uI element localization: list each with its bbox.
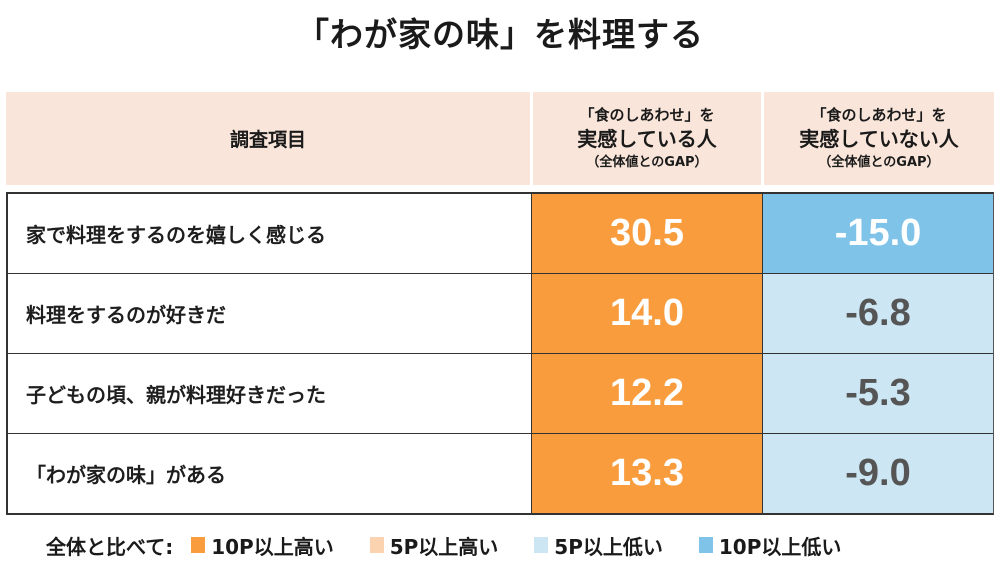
gap-table: 調査項目 「食のしあわせ」を 実感している人 （全体値とのGAP） 「食のしあわ… — [6, 92, 994, 515]
legend-item-high5: 5P以上高い — [369, 531, 499, 560]
legend-item-low10: 10P以上低い — [698, 531, 842, 560]
table-body: 家で料理をするのを嬉しく感じる 30.5 -15.0 料理をするのが好きだ 14… — [6, 192, 994, 515]
legend-label: 5P以上高い — [389, 534, 499, 559]
page-title: 「わが家の味」を料理する — [296, 15, 704, 54]
table-row: 家で料理をするのを嬉しく感じる 30.5 -15.0 — [8, 194, 993, 273]
legend-lead: 全体と比べて: — [46, 534, 174, 559]
header-col-happy-line1: 「食のしあわせ」を — [579, 106, 715, 124]
value-unhappy: -9.0 — [763, 434, 993, 513]
row-label: 家で料理をするのを嬉しく感じる — [8, 194, 532, 273]
header-col-unhappy: 「食のしあわせ」を 実感していない人 （全体値とのGAP） — [764, 92, 994, 185]
header-col-unhappy-line3: （全体値とのGAP） — [818, 155, 940, 170]
swatch-low5-icon — [534, 537, 549, 553]
value-unhappy: -6.8 — [763, 274, 993, 353]
swatch-high10-icon — [191, 537, 206, 553]
table-row: 子どもの頃、親が料理好きだった 12.2 -5.3 — [8, 353, 993, 433]
header-col-unhappy-line2: 実感していない人 — [799, 127, 959, 151]
value-happy: 13.3 — [532, 434, 763, 513]
header-col-happy-line2: 実感している人 — [577, 127, 717, 151]
table-header: 調査項目 「食のしあわせ」を 実感している人 （全体値とのGAP） 「食のしあわ… — [6, 92, 994, 185]
legend-label: 10P以上高い — [211, 534, 334, 559]
header-col-happy-line3: （全体値とのGAP） — [586, 155, 708, 170]
table-row: 料理をするのが好きだ 14.0 -6.8 — [8, 273, 993, 353]
value-unhappy: -5.3 — [763, 354, 993, 433]
value-happy: 12.2 — [532, 354, 763, 433]
legend-item-low5: 5P以上低い — [534, 531, 663, 560]
header-col-unhappy-line1: 「食のしあわせ」を — [811, 106, 947, 124]
value-happy: 30.5 — [532, 194, 763, 273]
swatch-low10-icon — [698, 537, 713, 553]
legend-label: 10P以上低い — [718, 534, 842, 559]
legend-label: 5P以上低い — [554, 534, 663, 559]
table-row: 「わが家の味」がある 13.3 -9.0 — [8, 433, 993, 513]
legend-item-high10: 10P以上高い — [191, 531, 334, 560]
row-label: 子どもの頃、親が料理好きだった — [8, 354, 532, 433]
swatch-high5-icon — [369, 537, 384, 553]
header-col-happy: 「食のしあわせ」を 実感している人 （全体値とのGAP） — [533, 92, 761, 185]
row-label: 料理をするのが好きだ — [8, 274, 532, 353]
value-unhappy: -15.0 — [763, 194, 993, 273]
row-label: 「わが家の味」がある — [8, 434, 532, 513]
value-happy: 14.0 — [532, 274, 763, 353]
legend: 全体と比べて: 10P以上高い 5P以上高い 5P以上低い 10P以上低い — [46, 530, 877, 560]
header-item-col: 調査項目 — [6, 92, 530, 185]
